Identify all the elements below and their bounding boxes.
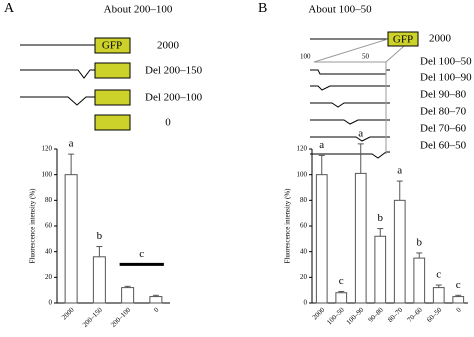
construct-label: Del 100–90 — [420, 72, 472, 84]
significance-letter: a — [69, 138, 74, 150]
region-end: 50 — [362, 53, 370, 61]
diagram-a — [20, 44, 95, 106]
construct-label: Del 100–50 — [420, 56, 472, 68]
significance-letter: b — [417, 236, 423, 248]
region-end: 100 — [300, 53, 311, 61]
bar — [92, 256, 106, 304]
significance-letter: c — [339, 275, 344, 287]
gfp-boxes — [94, 37, 131, 131]
significance-letter: a — [397, 165, 402, 177]
significance-letter: b — [378, 212, 384, 224]
y-tick-label: 100 — [42, 170, 53, 178]
x-tick-label: 0 — [152, 306, 160, 314]
x-tick-label: 2000 — [60, 306, 76, 322]
diagram-b — [310, 38, 390, 159]
x-tick-label: 200–100 — [109, 306, 132, 329]
x-tick-label: 100–90 — [345, 306, 366, 327]
bar — [315, 174, 328, 304]
construct-label: Del 70–60 — [420, 123, 467, 135]
bar — [452, 296, 465, 304]
y-tick-label: 120 — [297, 145, 308, 153]
x-tick-label: 60–50 — [425, 306, 443, 324]
significance-letter: c — [456, 279, 461, 291]
bar — [121, 287, 135, 304]
y-tick-label: 0 — [304, 299, 308, 307]
bar — [64, 174, 78, 304]
significance-letter: c — [139, 248, 144, 260]
panel-label: A — [4, 1, 15, 16]
panel-heading: About 100–50 — [308, 4, 372, 16]
y-tick-label: 40 — [300, 247, 308, 255]
construct-label: Del 90–80 — [420, 89, 467, 101]
y-tick-label: 80 — [300, 196, 308, 204]
construct-label: Del 80–70 — [420, 106, 467, 118]
bar — [149, 296, 163, 304]
y-tick-label: 20 — [45, 273, 53, 281]
y-tick-label: 20 — [300, 273, 308, 281]
x-tick-label: 70–60 — [406, 306, 424, 324]
gfp-label: GFP — [393, 34, 413, 46]
x-tick-label: 80–70 — [386, 306, 404, 324]
x-tick-label: 100–50 — [325, 306, 346, 327]
bar — [393, 199, 406, 304]
y-tick-label: 100 — [297, 170, 308, 178]
construct-label: Del 200–100 — [145, 92, 203, 104]
y-tick-label: 120 — [42, 145, 53, 153]
construct-label: 0 — [165, 117, 171, 129]
panel-heading: About 200–100 — [104, 4, 173, 16]
construct-label: Del 200–150 — [145, 65, 203, 77]
significance-letter: a — [319, 139, 324, 151]
bar — [432, 287, 445, 304]
gfp-box — [387, 31, 419, 47]
y-tick-label: 80 — [45, 196, 53, 204]
y-tick-label: 60 — [45, 222, 53, 230]
zoom-lines — [313, 38, 413, 154]
x-tick-label: 200–150 — [81, 306, 104, 329]
x-tick-label: 0 — [455, 306, 463, 314]
x-tick-label: 90–80 — [367, 306, 385, 324]
bar — [335, 292, 348, 304]
gfp-label: GFP — [102, 40, 122, 52]
construct-label: 2000 — [429, 33, 452, 45]
significance-letter: b — [97, 230, 103, 242]
significance-letter: c — [436, 269, 441, 281]
y-axis-label: Fluorescence intensity (%) — [29, 188, 37, 264]
bar — [413, 257, 426, 304]
bar — [374, 235, 387, 304]
y-tick-label: 60 — [300, 222, 308, 230]
bar — [354, 172, 367, 304]
significance-letter: a — [358, 127, 363, 139]
y-tick-label: 0 — [49, 299, 53, 307]
construct-label: Del 60–50 — [420, 140, 467, 152]
construct-label: 2000 — [157, 40, 180, 52]
panel-label: B — [258, 1, 267, 16]
x-tick-label: 2000 — [311, 306, 327, 322]
y-tick-label: 40 — [45, 247, 53, 255]
y-axis-label: Fluorescence intensity (%) — [284, 188, 292, 264]
